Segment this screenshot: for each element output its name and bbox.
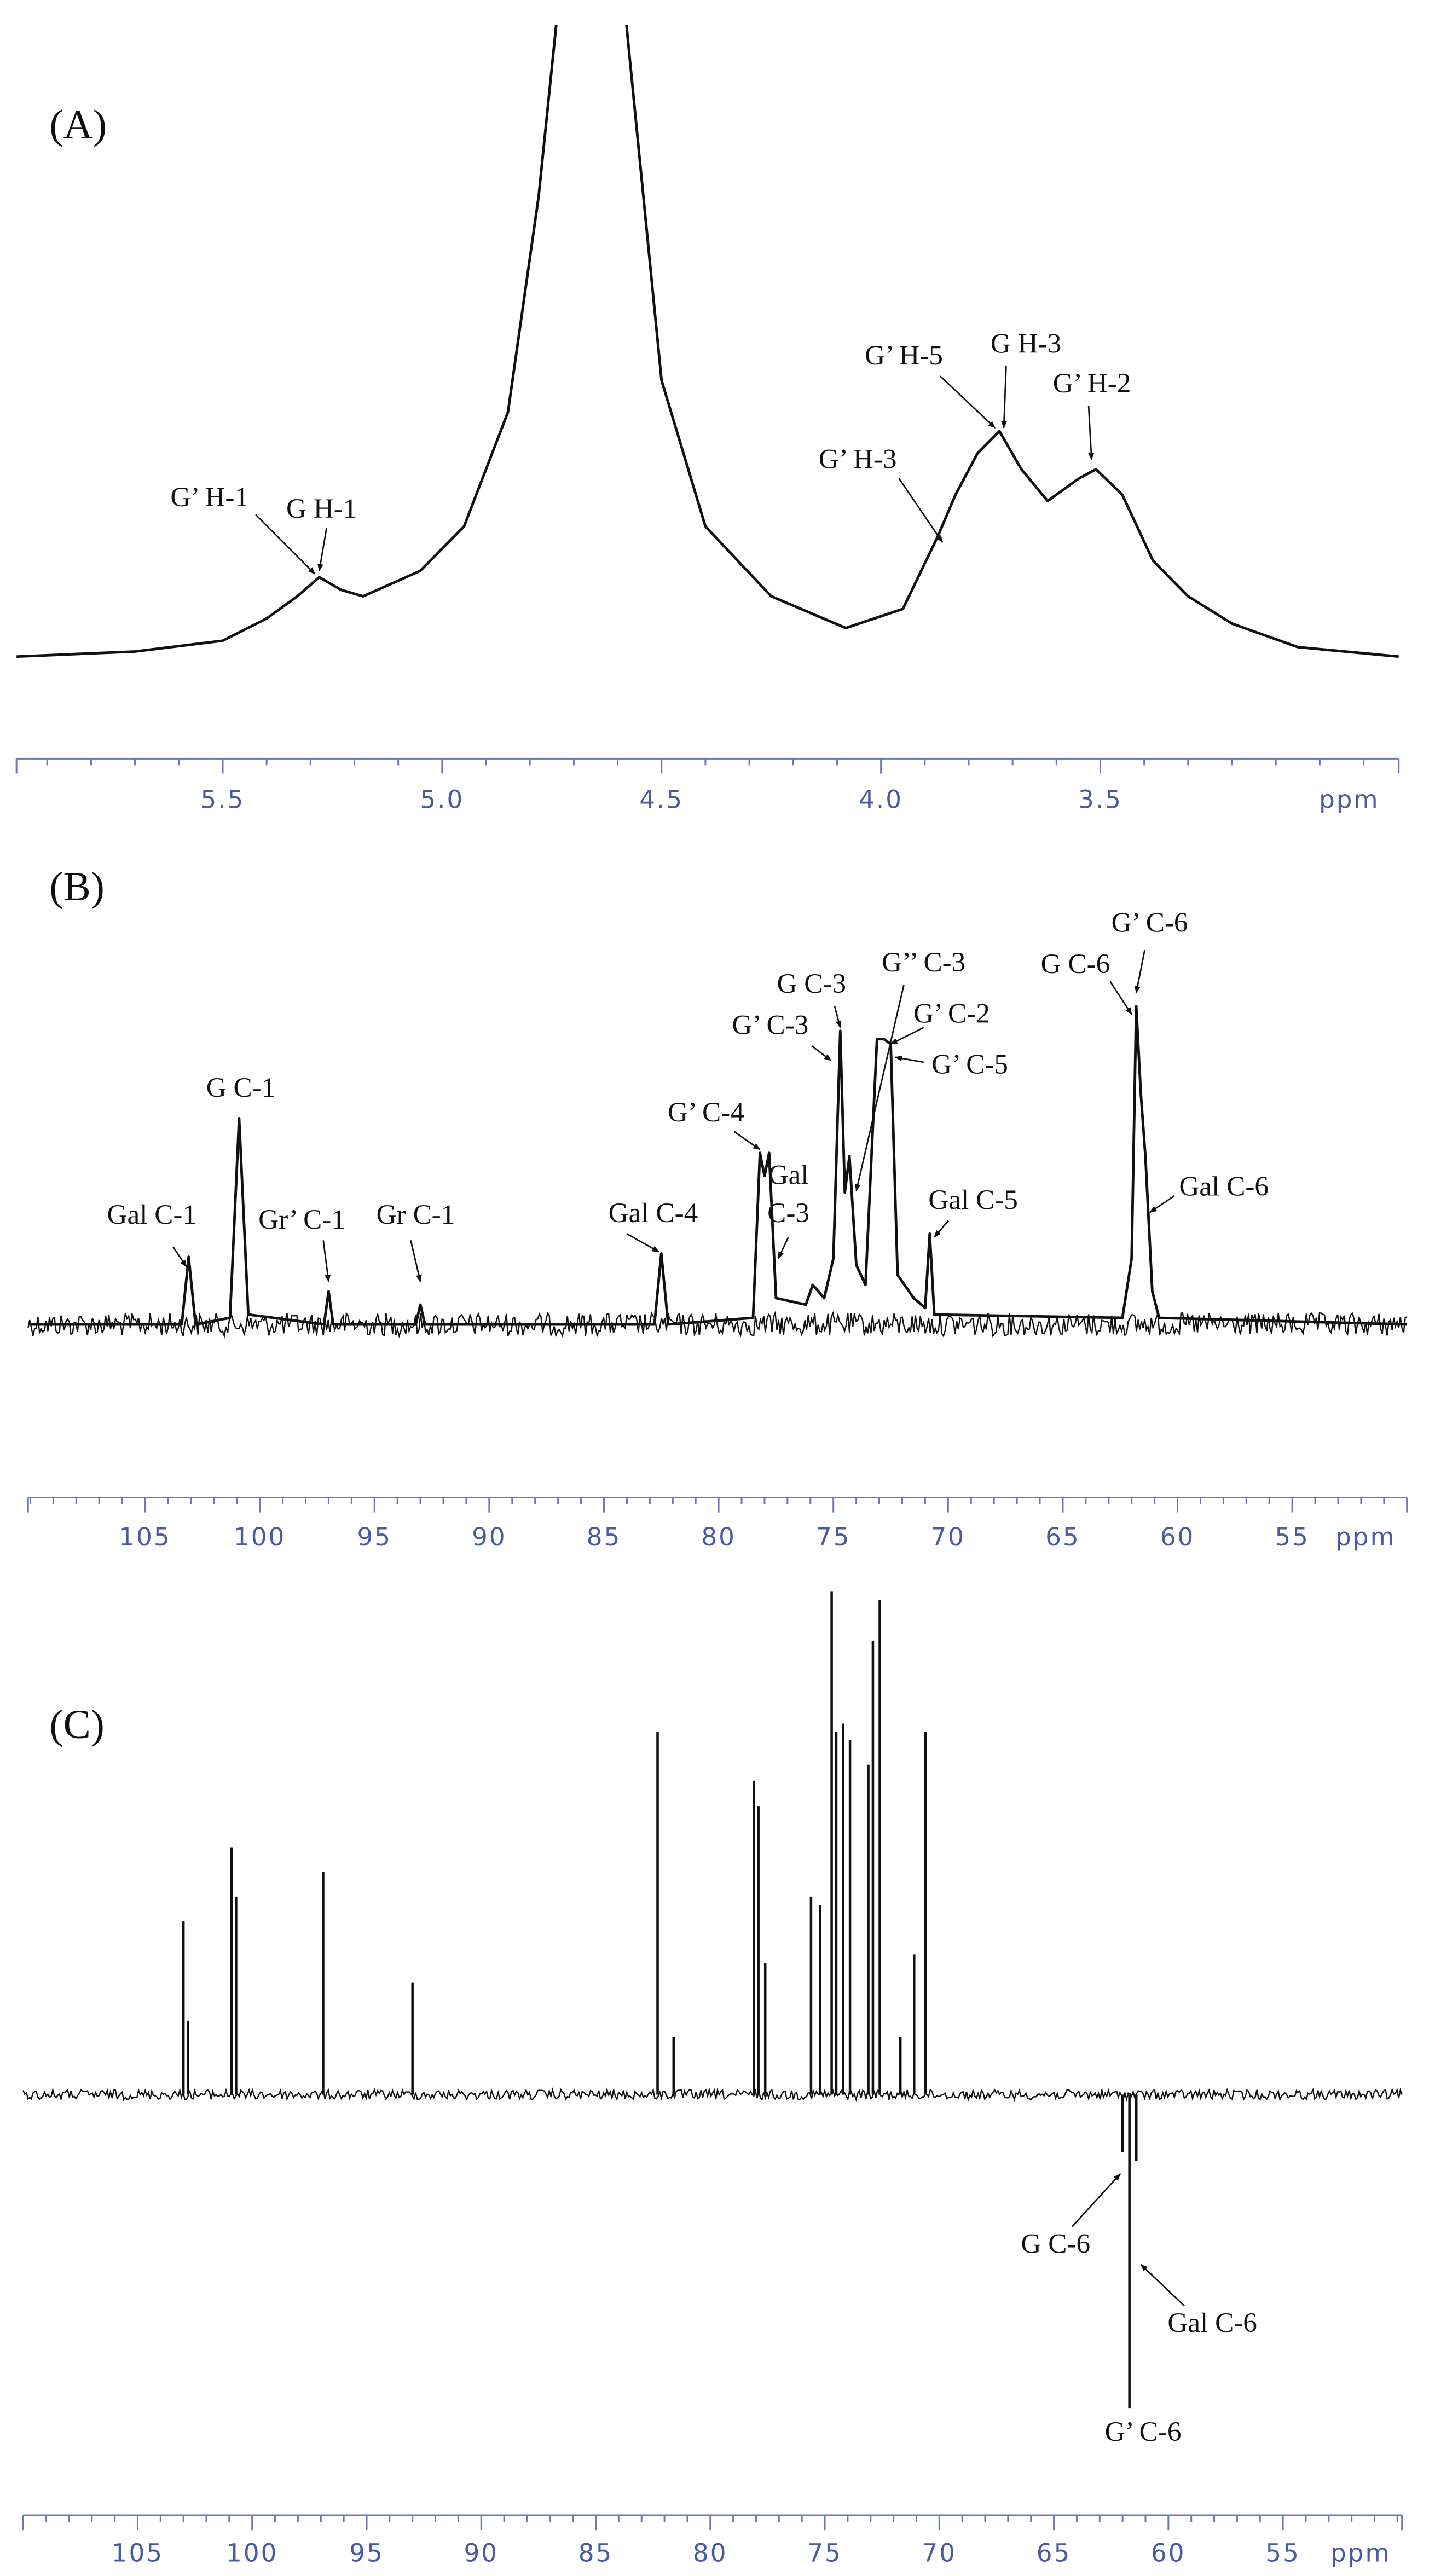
x-axis-title: ppm xyxy=(1319,785,1379,814)
panel-label: (C) xyxy=(49,1702,104,1747)
annotation-arrow xyxy=(1087,406,1095,461)
x-tick-label: 100 xyxy=(226,2538,278,2567)
annotation-label: G C-6 xyxy=(1021,2228,1091,2260)
x-tick-label: 85 xyxy=(578,2538,614,2567)
panel: (B) 105 100 95 90 85 80 75 70 65 60 55 ppm Gal C-1 G C… xyxy=(27,864,1408,1552)
annotation-arrow xyxy=(898,478,943,543)
annotation-arrow xyxy=(255,514,316,575)
annotation-arrow xyxy=(1140,2264,1185,2307)
annotation-label: G’ H-2 xyxy=(1053,368,1131,399)
annotation-label: Gal C-6 xyxy=(1167,2307,1257,2338)
annotation-label: G C-6 xyxy=(1041,948,1110,980)
baseline-noise xyxy=(27,1310,1408,1339)
x-tick-label: 65 xyxy=(1037,2538,1072,2567)
annotation-arrow xyxy=(834,1006,842,1028)
annotation-arrow xyxy=(811,1045,832,1061)
annotation-label: G’ C-6 xyxy=(1112,907,1188,939)
x-tick-label: 95 xyxy=(349,2538,384,2567)
annotation-label: G’ C-4 xyxy=(668,1097,744,1128)
x-tick-label: 75 xyxy=(807,2538,842,2567)
x-tick-label: 5.0 xyxy=(420,785,464,814)
annotation-label: Gr C-1 xyxy=(377,1199,455,1230)
x-tick-label: 60 xyxy=(1151,2538,1186,2567)
annotation-arrow xyxy=(733,1131,761,1150)
x-tick-label: 3.5 xyxy=(1078,785,1122,814)
annotation-label: G’ H-3 xyxy=(819,444,897,475)
panel-label: (A) xyxy=(49,102,107,147)
annotation-label: G C-3 xyxy=(777,968,846,999)
annotation-label: G’ C-2 xyxy=(913,998,990,1029)
annotation-label: Gal C-6 xyxy=(1179,1171,1269,1202)
annotation-arrow xyxy=(1071,2173,1121,2227)
x-axis-title: ppm xyxy=(1330,2538,1391,2567)
annotation-label: Gal C-5 xyxy=(928,1184,1018,1215)
x-tick-label: 105 xyxy=(119,1523,171,1552)
x-tick-label: 4.0 xyxy=(859,785,903,814)
annotation-label: G’’ C-3 xyxy=(882,947,965,978)
annotation-label: G H-1 xyxy=(286,493,357,524)
x-tick-label: 85 xyxy=(587,1523,622,1552)
annotation-arrow xyxy=(894,1055,924,1063)
annotation-arrow xyxy=(172,1246,187,1267)
annotation-label: G H-3 xyxy=(991,328,1061,360)
x-axis-title: ppm xyxy=(1335,1523,1396,1552)
x-tick-label: 4.5 xyxy=(639,785,684,814)
x-tick-label: 60 xyxy=(1160,1523,1195,1552)
annotation-arrow xyxy=(855,984,905,1192)
annotation-arrow xyxy=(1001,366,1007,429)
annotation-label: G’ H-1 xyxy=(170,482,248,513)
annotation-arrow xyxy=(934,1220,949,1238)
x-tick-label: 75 xyxy=(816,1523,851,1552)
annotation-arrow xyxy=(1135,950,1145,994)
x-tick-label: 90 xyxy=(464,2538,499,2567)
x-tick-label: 5.5 xyxy=(201,785,245,814)
annotation-label: G’ C-6 xyxy=(1105,2416,1182,2447)
annotation-label: G’ H-5 xyxy=(865,340,943,371)
annotation-arrow xyxy=(1149,1195,1175,1213)
x-tick-label: 80 xyxy=(701,1523,736,1552)
annotation-arrow xyxy=(1109,981,1132,1015)
annotation-label: G’ C-3 xyxy=(732,1009,808,1040)
x-tick-label: 95 xyxy=(357,1523,392,1552)
panel-label: (B) xyxy=(49,864,104,910)
annotation-arrow xyxy=(939,375,996,429)
annotation-label: Gal xyxy=(768,1160,809,1191)
annotation-arrow xyxy=(410,1240,422,1283)
x-tick-label: 80 xyxy=(693,2538,728,2567)
x-tick-label: 55 xyxy=(1275,1523,1310,1552)
x-tick-label: 70 xyxy=(922,2538,957,2567)
annotation-label: G C-1 xyxy=(206,1072,276,1103)
annotation-label: C-3 xyxy=(767,1197,809,1229)
x-tick-label: 55 xyxy=(1265,2538,1300,2567)
spectrum-line xyxy=(16,25,1399,658)
x-tick-label: 105 xyxy=(112,2538,164,2567)
panel: (C) 105 100 95 90 85 80 75 70 65 60 55 ppm G C-6 Gal C… xyxy=(22,1591,1403,2567)
annotation-arrow xyxy=(317,528,328,572)
annotation-label: Gal C-1 xyxy=(107,1199,196,1230)
annotation-label: G’ C-5 xyxy=(931,1049,1008,1080)
x-tick-label: 70 xyxy=(931,1523,966,1552)
spectrum-line xyxy=(28,1005,1407,1326)
annotation-arrow xyxy=(777,1236,789,1259)
x-tick-label: 100 xyxy=(234,1523,286,1552)
annotation-arrow xyxy=(890,1027,924,1045)
annotation-arrow xyxy=(322,1240,331,1283)
annotation-label: Gr’ C-1 xyxy=(258,1204,345,1235)
x-tick-label: 90 xyxy=(472,1523,507,1552)
annotation-arrow xyxy=(626,1233,660,1253)
annotation-label: Gal C-4 xyxy=(609,1197,698,1229)
baseline-noise xyxy=(22,2087,1403,2102)
panel: (A) 5.5 5.0 4.5 4.0 3.5 ppm G’ H-1 G H-1 G’ H-3 G’… xyxy=(15,25,1400,814)
x-tick-label: 65 xyxy=(1045,1523,1080,1552)
